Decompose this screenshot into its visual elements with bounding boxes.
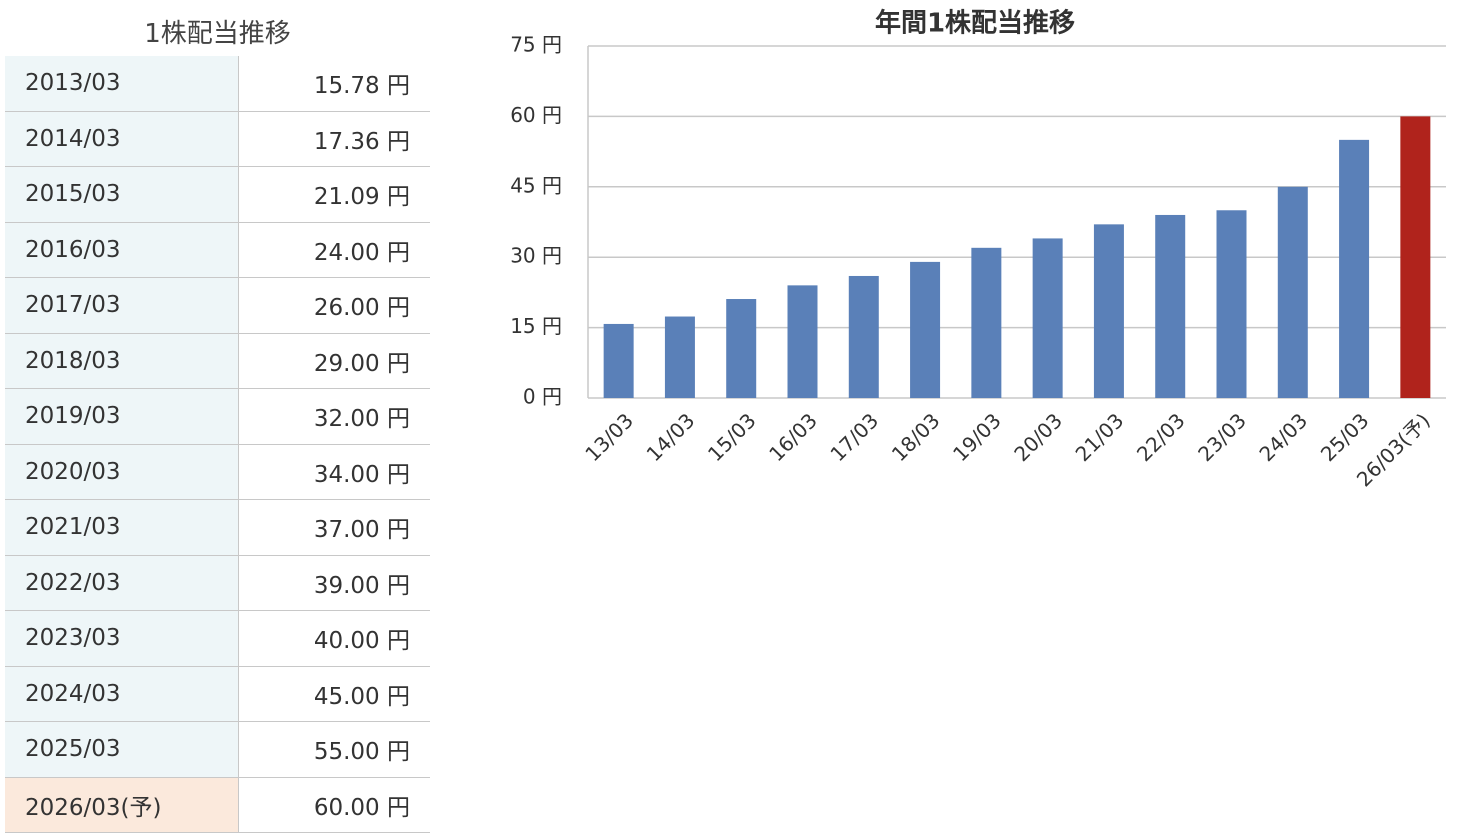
dividend-cell: 24.00 円 [238,222,430,278]
table-row: 2018/03 29.00 円 [5,333,430,389]
y-tick-label: 15 円 [510,314,562,338]
period-cell: 2013/03 [5,56,239,112]
table-row: 2019/03 32.00 円 [5,388,430,445]
table-row: 2017/03 26.00 円 [5,277,430,334]
period-cell: 2026/03(予) [5,777,239,833]
period-cell: 2021/03 [5,499,239,556]
table-row: 2026/03(予) 60.00 円 [5,777,430,833]
x-tick-label: 23/03 [1193,408,1251,466]
dividend-cell: 39.00 円 [238,555,430,611]
period-cell: 2014/03 [5,111,239,167]
period-cell: 2015/03 [5,166,239,223]
table-row: 2022/03 39.00 円 [5,555,430,611]
table-row: 2016/03 24.00 円 [5,222,430,278]
period-cell: 2020/03 [5,444,239,500]
dividend-cell: 34.00 円 [238,444,430,500]
chart-title: 年間1株配当推移 [875,8,1075,39]
period-cell: 2019/03 [5,388,239,445]
bar [848,275,879,398]
x-tick-label: 13/03 [580,408,638,466]
dividend-cell: 29.00 円 [238,333,430,389]
dividend-cell: 45.00 円 [238,666,430,722]
dividend-cell: 55.00 円 [238,721,430,778]
bar [1216,210,1247,398]
x-tick-label: 19/03 [948,408,1006,466]
bar [1277,186,1308,398]
x-tick-label: 22/03 [1132,408,1190,466]
bar [726,299,757,398]
period-cell: 2023/03 [5,610,239,667]
table-title: 1株配当推移 [144,19,291,49]
bar [1155,214,1186,398]
table-row: 2015/03 21.09 円 [5,166,430,223]
x-tick-label: 17/03 [825,408,883,466]
bar [971,247,1002,398]
table: 2013/03 15.78 円 2014/03 17.36 円 2015/03 21.09… [5,56,430,833]
bar [664,316,695,398]
dividend-cell: 17.36 円 [238,111,430,167]
period-cell: 2022/03 [5,555,239,611]
period-cell: 2025/03 [5,721,239,778]
bar [1093,224,1124,398]
table-row: 2025/03 55.00 円 [5,721,430,778]
bar [1400,116,1431,399]
bar [1032,238,1063,398]
period-cell: 2024/03 [5,666,239,722]
bar [910,261,941,398]
y-tick-label: 30 円 [510,244,562,268]
table-row: 2013/03 15.78 円 [5,56,430,112]
dividend-cell: 26.00 円 [238,277,430,334]
table-row: 2014/03 17.36 円 [5,111,430,167]
dividend-cell: 32.00 円 [238,388,430,445]
x-tick-label: 25/03 [1316,408,1374,466]
period-cell: 2018/03 [5,333,239,389]
period-cell: 2017/03 [5,277,239,334]
period-cell: 2016/03 [5,222,239,278]
dividend-cell: 40.00 円 [238,610,430,667]
dividend-cell: 21.09 円 [238,166,430,223]
y-tick-label: 45 円 [510,173,562,197]
x-tick-label: 14/03 [642,408,700,466]
bar [1339,139,1370,398]
x-tick-label: 20/03 [1009,408,1067,466]
x-tick-label: 18/03 [887,408,945,466]
table-row: 2021/03 37.00 円 [5,499,430,556]
y-tick-label: 60 円 [510,103,562,127]
dividend-cell: 60.00 円 [238,777,430,833]
table-row: 2020/03 34.00 円 [5,444,430,500]
table-row: 2024/03 45.00 円 [5,666,430,722]
x-tick-label: 16/03 [764,408,822,466]
dividend-cell: 37.00 円 [238,499,430,556]
table-row: 2023/03 40.00 円 [5,610,430,667]
bar [787,285,818,398]
x-tick-label: 21/03 [1071,408,1129,466]
y-tick-label: 75 円 [510,33,562,57]
x-tick-label: 24/03 [1254,408,1312,466]
dividend-cell: 15.78 円 [238,56,430,112]
bar [603,323,634,398]
dividend-table: 1株配当推移 2013/03 15.78 円 2014/03 17.36 円 2015/… [5,0,430,833]
y-tick-label: 0 円 [523,385,562,409]
x-tick-label: 15/03 [703,408,761,466]
